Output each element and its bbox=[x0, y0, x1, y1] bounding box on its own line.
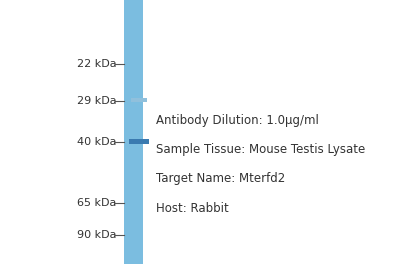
Text: Antibody Dilution: 1.0µg/ml: Antibody Dilution: 1.0µg/ml bbox=[156, 114, 318, 127]
Text: 29 kDa: 29 kDa bbox=[77, 96, 117, 107]
Text: 22 kDa: 22 kDa bbox=[77, 59, 117, 69]
Text: 65 kDa: 65 kDa bbox=[77, 198, 117, 208]
Text: Sample Tissue: Mouse Testis Lysate: Sample Tissue: Mouse Testis Lysate bbox=[156, 143, 365, 156]
Text: 90 kDa: 90 kDa bbox=[77, 230, 117, 240]
Bar bbox=[124, 0, 143, 264]
Bar bbox=[131, 98, 147, 102]
Text: Host: Rabbit: Host: Rabbit bbox=[156, 202, 228, 215]
Text: Target Name: Mterfd2: Target Name: Mterfd2 bbox=[156, 172, 285, 185]
Text: 40 kDa: 40 kDa bbox=[77, 136, 117, 147]
Bar bbox=[129, 139, 149, 144]
